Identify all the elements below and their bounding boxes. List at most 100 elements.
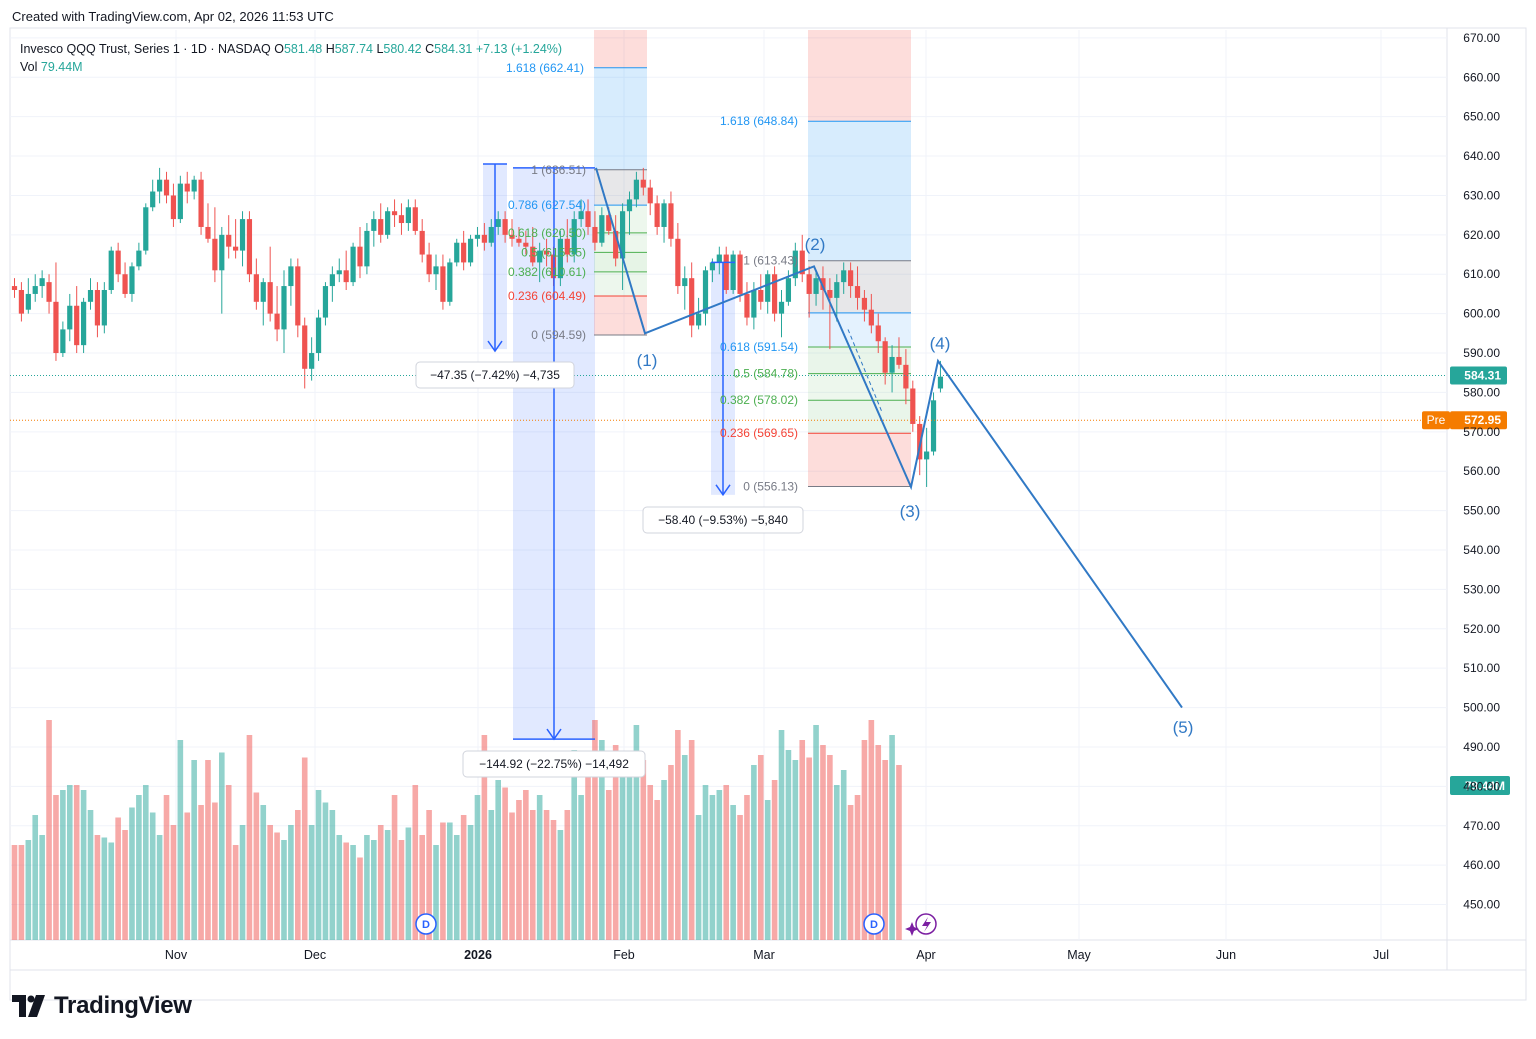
candle-body	[454, 242, 460, 263]
candle-body	[343, 270, 349, 283]
candle-body	[758, 290, 764, 302]
close-value: 584.31	[434, 42, 473, 56]
candle-body	[184, 183, 190, 192]
volume-bar	[640, 760, 647, 940]
volume-bar	[205, 760, 211, 940]
candle-body	[391, 211, 398, 216]
x-tick-label: Mar	[753, 948, 775, 962]
last-price-text: 584.31	[1464, 368, 1501, 382]
candle-body	[930, 400, 937, 452]
volume-bar	[122, 830, 128, 940]
drawing-overlays: −47.35 (−7.42%) −4,735 −58.40 (−9.53%) −5…	[10, 61, 1510, 936]
volume-bar	[820, 745, 826, 940]
x-tick-label: Apr	[916, 948, 935, 962]
x-tick-label: 2026	[464, 948, 492, 962]
candle-body	[530, 246, 536, 263]
candle-body	[675, 238, 681, 287]
volume-bar	[239, 825, 246, 940]
y-tick-label: 500.00	[1463, 701, 1500, 715]
tradingview-logo: TradingView	[12, 992, 192, 1020]
wave-label: (1)	[637, 351, 658, 370]
candle-body	[467, 238, 474, 263]
x-tick-label: Dec	[304, 948, 326, 962]
sparkle-icon	[905, 922, 919, 936]
candle-body	[94, 290, 101, 326]
measure-a-label: −47.35 (−7.42%) −4,735	[430, 368, 560, 382]
candle-body	[67, 305, 73, 330]
volume-bar	[771, 780, 778, 940]
candle-body	[841, 270, 847, 283]
volume-bar	[764, 800, 771, 940]
volume-bar	[343, 842, 349, 940]
low-value: 580.42	[383, 42, 422, 56]
candle-body	[481, 234, 487, 243]
candle-body	[937, 376, 944, 389]
y-tick-label: 660.00	[1463, 70, 1500, 84]
candle-body	[827, 290, 833, 298]
volume-bar	[488, 810, 495, 940]
fib-b-zone	[808, 373, 911, 401]
volume-bar	[571, 750, 578, 940]
candle-body	[274, 313, 280, 330]
candle-body	[495, 219, 501, 227]
volume-bar	[799, 740, 806, 940]
y-tick-label: 600.00	[1463, 307, 1500, 321]
candle-body	[523, 242, 529, 247]
volume-bar	[737, 815, 743, 940]
volume-bar	[246, 735, 253, 940]
volume-bar	[716, 790, 723, 940]
candle-body	[18, 290, 25, 314]
volume-bar	[847, 805, 854, 940]
candle-body	[557, 238, 563, 279]
volume-bars	[11, 720, 902, 940]
volume-bar	[25, 840, 32, 940]
candle-body	[239, 219, 246, 251]
volume-bar	[882, 760, 888, 940]
candle-body	[716, 254, 722, 263]
volume-bar	[87, 810, 94, 940]
wave-label: (5)	[1173, 718, 1194, 737]
candle-body	[226, 234, 232, 247]
candle-body	[896, 356, 902, 365]
volume-label: Vol	[20, 60, 38, 74]
volume-bar	[46, 720, 52, 940]
candle-body	[53, 301, 59, 354]
volume-bar	[516, 800, 522, 940]
volume-bar	[198, 805, 204, 940]
y-tick-label: 470.00	[1463, 819, 1500, 833]
volume-bar	[778, 730, 785, 940]
volume-bar	[350, 845, 356, 940]
volume-bar	[785, 750, 792, 940]
pre-price-badge	[1450, 411, 1507, 430]
volume-bar	[219, 752, 225, 940]
symbol-title: Invesco QQQ Trust, Series 1 · 1D · NASDA…	[20, 42, 271, 56]
dividend-event-label: D	[870, 919, 878, 931]
candle-body	[626, 199, 633, 212]
y-tick-label: 630.00	[1463, 188, 1500, 202]
volume-bar	[377, 825, 384, 940]
volume-badge	[1450, 776, 1510, 795]
y-tick-label: 570.00	[1463, 425, 1500, 439]
candle-body	[730, 254, 736, 290]
volume-bar	[668, 765, 674, 940]
fib-b-label: 0.618 (591.54)	[720, 340, 798, 354]
elliott-wave-line	[595, 167, 1183, 709]
volume-bar	[108, 842, 115, 940]
volume-bar	[426, 810, 432, 940]
y-tick-label: 550.00	[1463, 504, 1500, 518]
x-tick-label: Jun	[1216, 948, 1236, 962]
volume-bar	[11, 845, 18, 940]
volume-bar	[60, 790, 66, 940]
volume-bar	[592, 720, 598, 940]
candle-body	[357, 246, 363, 267]
candle-body	[889, 356, 895, 373]
volume-bar	[833, 785, 840, 940]
volume-bar	[295, 810, 301, 940]
candle-body	[419, 230, 425, 255]
x-tick-label: May	[1067, 948, 1091, 962]
candle-body	[246, 219, 253, 275]
high-value: 587.74	[334, 42, 373, 56]
volume-bar	[225, 785, 232, 940]
volume-bar	[543, 810, 550, 940]
